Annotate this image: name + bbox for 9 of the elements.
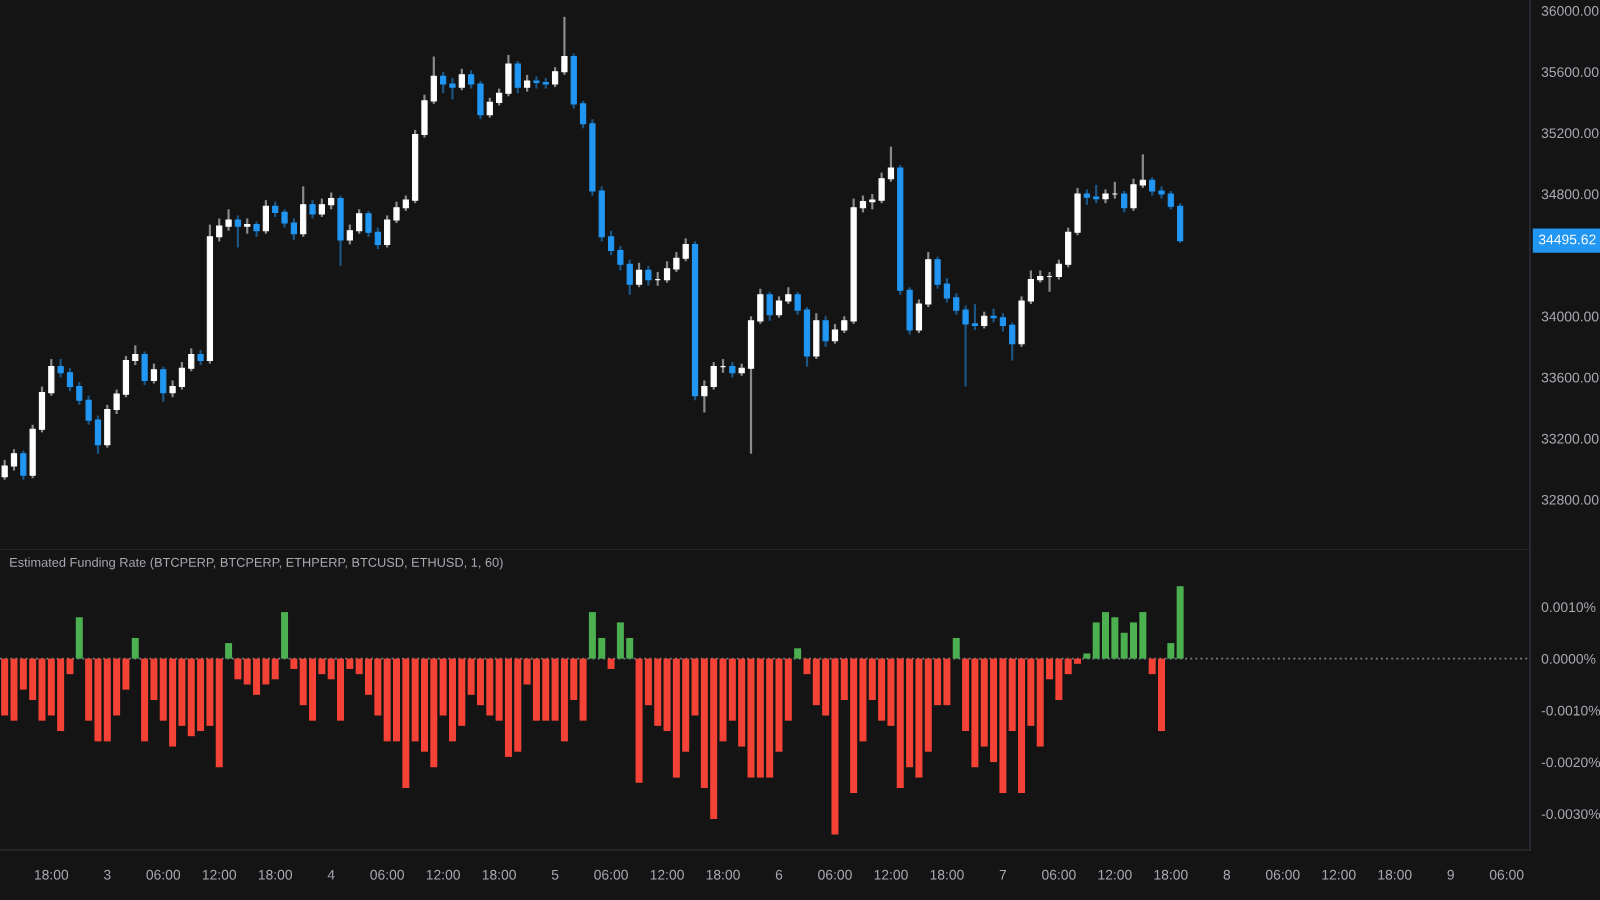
bar — [131, 637, 139, 659]
bar — [281, 612, 289, 659]
bar — [952, 637, 960, 659]
bar — [141, 658, 149, 742]
bar — [75, 617, 83, 659]
bar — [794, 648, 802, 659]
bar — [225, 643, 233, 659]
bar — [1, 658, 9, 716]
bar — [607, 658, 615, 669]
